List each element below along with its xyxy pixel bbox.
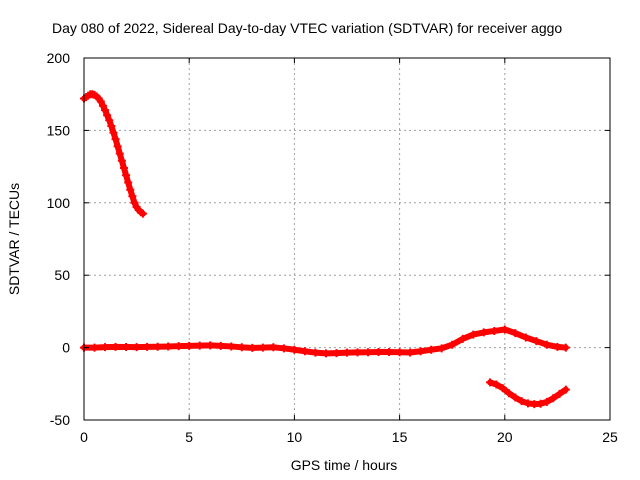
data-point [490, 326, 499, 335]
data-point [96, 97, 105, 106]
data-point [416, 347, 425, 356]
data-point [227, 342, 236, 351]
series-arc-2 [80, 325, 570, 358]
series-arc-3 [486, 378, 570, 409]
data-point [343, 348, 351, 357]
data-point [290, 345, 299, 354]
x-tick-label: 5 [185, 429, 193, 445]
data-point [103, 111, 112, 120]
grid-lines [84, 58, 610, 420]
data-point [195, 341, 204, 350]
data-point [437, 344, 446, 353]
data-point [122, 171, 131, 180]
data-point [107, 122, 116, 131]
series-arc-1 [80, 90, 147, 218]
data-point [521, 333, 530, 342]
x-tick-label: 0 [80, 429, 88, 445]
x-tick-label: 25 [602, 429, 618, 445]
data-point [185, 341, 194, 350]
y-axis-label: SDTVAR / TECUs [6, 183, 22, 295]
data-series [80, 90, 570, 409]
data-point [486, 378, 495, 387]
data-point [115, 149, 124, 158]
data-point [258, 343, 267, 352]
data-point [332, 349, 341, 358]
data-point [143, 342, 152, 351]
data-point [500, 325, 509, 334]
data-point [511, 329, 520, 338]
data-point [124, 178, 133, 187]
data-point [311, 348, 320, 357]
data-point [248, 343, 257, 352]
data-point [111, 342, 120, 351]
y-tick-label: 200 [47, 50, 71, 66]
x-tick-label: 15 [392, 429, 408, 445]
data-point [505, 389, 514, 398]
y-tick-label: 0 [62, 340, 70, 356]
data-point [561, 385, 570, 394]
data-point [164, 342, 173, 351]
data-point [153, 342, 162, 351]
data-point [300, 347, 309, 356]
data-point [90, 343, 99, 352]
y-tick-label: -50 [50, 412, 70, 428]
data-point [113, 142, 122, 151]
data-point [126, 185, 135, 194]
data-point [469, 330, 478, 339]
data-point [128, 192, 137, 201]
data-point [101, 343, 110, 352]
data-point [549, 394, 558, 403]
data-point [448, 340, 457, 349]
data-point [101, 106, 110, 115]
data-point [98, 101, 107, 110]
data-point [119, 164, 128, 173]
data-point [395, 348, 404, 357]
x-tick-label: 20 [497, 429, 513, 445]
data-point [427, 345, 436, 354]
data-point [174, 342, 183, 351]
data-point [237, 343, 246, 352]
data-point [269, 343, 278, 352]
data-point [492, 380, 501, 389]
data-point [122, 343, 131, 352]
x-tick-label: 10 [287, 429, 303, 445]
data-point [364, 348, 373, 357]
data-point [511, 393, 520, 402]
y-tick-label: 100 [47, 195, 71, 211]
data-point [206, 341, 215, 350]
data-point [542, 340, 551, 349]
data-point [553, 342, 562, 351]
data-point [105, 116, 114, 125]
axis-ticks: 0 5 10 15 20 25 -50 0 50 100 150 200 [47, 50, 618, 445]
y-tick-label: 50 [54, 267, 70, 283]
data-point [130, 198, 139, 207]
data-point [109, 128, 118, 137]
data-point [517, 397, 526, 406]
data-point [138, 209, 147, 218]
y-tick-label: 150 [47, 122, 71, 138]
data-point [216, 341, 225, 350]
data-point [279, 344, 288, 353]
data-point [561, 343, 570, 352]
data-point [532, 337, 541, 346]
data-point [385, 347, 394, 356]
data-point [458, 334, 467, 343]
data-point [406, 348, 415, 357]
plot-frame [83, 57, 611, 421]
chart-title: Day 080 of 2022, Sidereal Day-to-day VTE… [52, 20, 562, 36]
data-point [498, 384, 507, 393]
data-point [111, 135, 120, 144]
data-point [353, 348, 362, 357]
data-point [132, 343, 141, 352]
data-point [536, 399, 545, 408]
data-point [321, 349, 330, 358]
data-point [117, 156, 126, 165]
x-axis-label: GPS time / hours [291, 457, 398, 473]
data-point [374, 347, 383, 356]
data-point [479, 328, 488, 337]
data-point [555, 389, 564, 398]
data-point [542, 397, 551, 406]
